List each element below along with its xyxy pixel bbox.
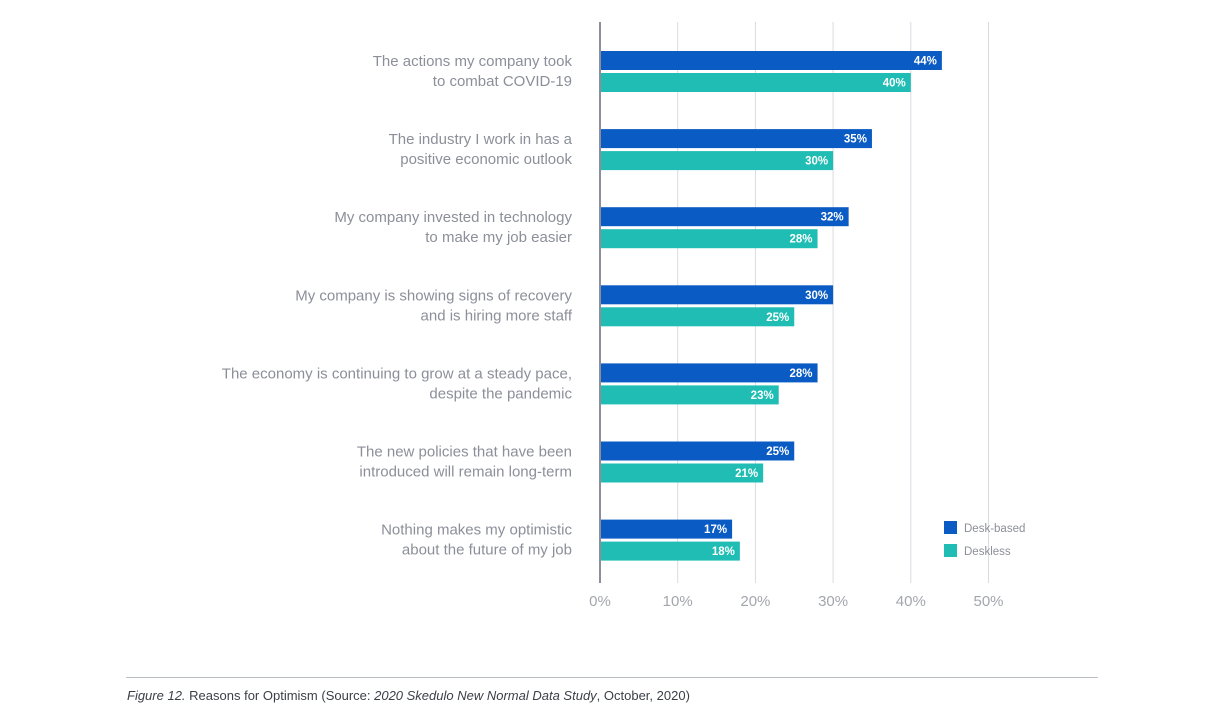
category-label-4-line-1: despite the pandemic xyxy=(429,385,572,402)
caption-source-title: 2020 Skedulo New Normal Data Study xyxy=(374,688,597,703)
bar-desk-based-3 xyxy=(600,285,834,305)
data-label-desk-based-5: 25% xyxy=(766,446,789,458)
data-label-desk-based-2: 32% xyxy=(821,212,844,224)
tick-label-20: 20% xyxy=(740,593,770,610)
legend-swatch-desk-based xyxy=(944,521,957,534)
legend-swatch-deskless xyxy=(944,544,957,557)
data-label-deskless-0: 40% xyxy=(883,78,906,90)
tick-label-10: 10% xyxy=(663,593,693,610)
caption-divider xyxy=(126,677,1098,678)
category-label-2-line-0: My company invested in technology xyxy=(334,209,572,226)
caption-text-after: , October, 2020) xyxy=(596,688,690,703)
bar-deskless-3 xyxy=(600,307,795,327)
category-label-4-line-0: The economy is continuing to grow at a s… xyxy=(222,365,572,382)
legend-label-desk-based: Desk-based xyxy=(964,523,1025,535)
bar-desk-based-5 xyxy=(600,441,795,461)
figure-caption: Figure 12. Reasons for Optimism (Source:… xyxy=(127,688,690,703)
data-label-deskless-4: 23% xyxy=(751,390,774,402)
data-label-desk-based-3: 30% xyxy=(805,290,828,302)
tick-label-30: 30% xyxy=(818,593,848,610)
legend-label-deskless: Deskless xyxy=(964,546,1011,558)
data-label-deskless-5: 21% xyxy=(735,468,758,480)
category-label-1-line-1: positive economic outlook xyxy=(400,151,572,168)
category-label-3-line-0: My company is showing signs of recovery xyxy=(295,287,572,304)
x-axis-tick-labels: 0% 10% 20% 30% 40% 50% xyxy=(589,593,1003,610)
data-label-deskless-3: 25% xyxy=(766,312,789,324)
caption-text-before: Reasons for Optimism (Source: xyxy=(185,688,375,703)
bar-deskless-1 xyxy=(600,151,834,171)
tick-label-50: 50% xyxy=(973,593,1003,610)
bar-desk-based-0 xyxy=(600,51,942,70)
figure-label: Figure 12. xyxy=(127,688,186,703)
tick-label-40: 40% xyxy=(896,593,926,610)
data-label-desk-based-6: 17% xyxy=(704,524,727,536)
bars: 44% 40% 35% 30% 32% 28% 30% 25% 28% 23% 25% 21% 17% 1… xyxy=(600,51,942,561)
category-label-3-line-1: and is hiring more staff xyxy=(421,307,573,324)
tick-label-0: 0% xyxy=(589,593,611,610)
bar-desk-based-2 xyxy=(600,207,849,227)
bar-deskless-0 xyxy=(600,73,911,92)
category-label-5-line-0: The new policies that have been xyxy=(357,444,572,461)
bar-desk-based-4 xyxy=(600,363,818,383)
data-label-deskless-2: 28% xyxy=(790,234,813,246)
category-label-6-line-0: Nothing makes my optimistic xyxy=(381,522,572,539)
bar-desk-based-6 xyxy=(600,519,733,539)
data-label-desk-based-4: 28% xyxy=(790,368,813,380)
category-label-2-line-1: to make my job easier xyxy=(425,229,572,246)
category-label-1-line-0: The industry I work in has a xyxy=(389,131,573,148)
category-label-0-line-0: The actions my company took xyxy=(373,53,573,70)
bar-desk-based-1 xyxy=(600,129,872,149)
category-label-0-line-1: to combat COVID-19 xyxy=(433,73,572,90)
data-label-deskless-6: 18% xyxy=(712,546,735,558)
legend: Desk-based Deskless xyxy=(944,521,1025,558)
category-label-5-line-1: introduced will remain long-term xyxy=(359,464,572,481)
bar-deskless-6 xyxy=(600,541,740,561)
data-label-deskless-1: 30% xyxy=(805,156,828,168)
data-label-desk-based-0: 44% xyxy=(914,56,937,68)
data-label-desk-based-1: 35% xyxy=(844,134,867,146)
category-labels: The actions my company took to combat COV… xyxy=(222,53,573,559)
bar-deskless-5 xyxy=(600,463,764,483)
bar-deskless-4 xyxy=(600,385,779,405)
category-label-6-line-1: about the future of my job xyxy=(402,542,572,559)
bar-deskless-2 xyxy=(600,229,818,249)
bar-chart: 44% 40% 35% 30% 32% 28% 30% 25% 28% 23% 25% 21% 17% 1… xyxy=(222,22,1025,610)
